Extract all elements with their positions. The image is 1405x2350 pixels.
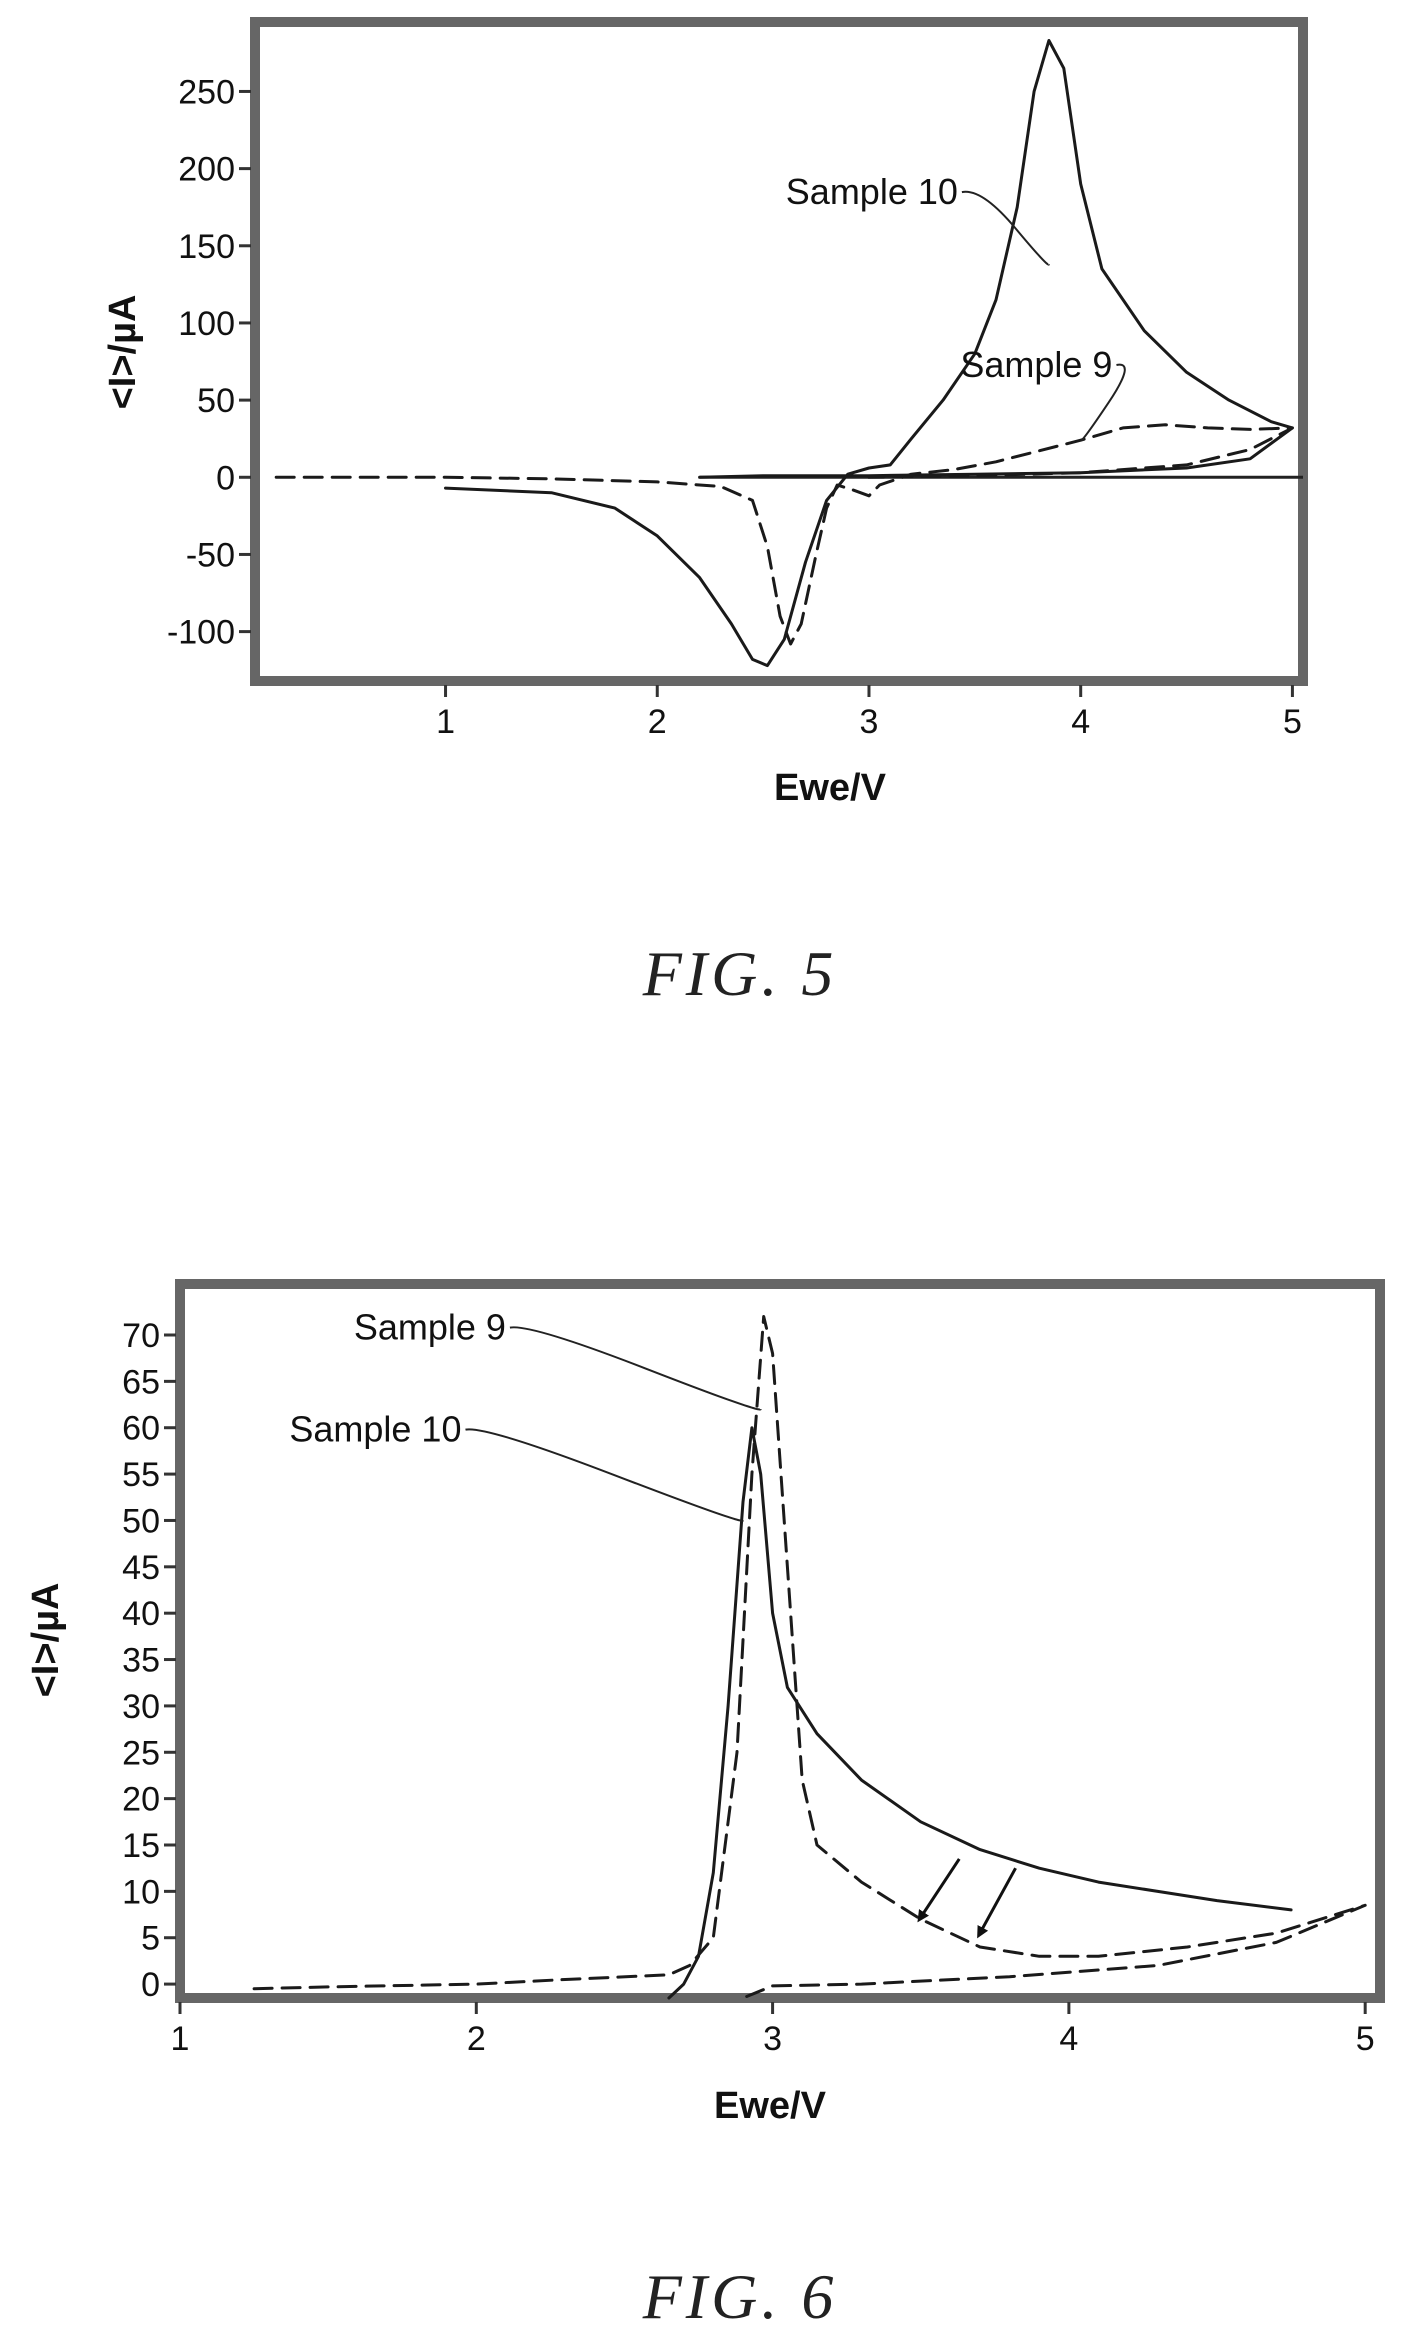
figure-6-x-tick-label: 1 bbox=[171, 2020, 190, 2058]
figure-6-y-tick-label: 5 bbox=[141, 1920, 160, 1958]
figure-6-arrow bbox=[977, 1867, 1017, 1939]
figure-6-y-tick-label: 30 bbox=[122, 1688, 160, 1726]
figure-6-annotation-sample-10: Sample 10 bbox=[289, 1409, 461, 1450]
figure-5-series-sample-10-line bbox=[444, 39, 1294, 668]
figure-6-y-tick-label: 40 bbox=[122, 1595, 160, 1633]
figure-6-x-axis-label: Ewe/V bbox=[714, 2085, 827, 2127]
figure-5-y-axis-label: <I>/µA bbox=[102, 295, 144, 410]
figure-6-y-tick-label: 70 bbox=[122, 1317, 160, 1355]
figure-6-x-tick-label: 5 bbox=[1356, 2020, 1375, 2058]
figure-6-y-axis-label: <I>/µA bbox=[25, 1583, 67, 1698]
figure-5-y-tick-label: 50 bbox=[197, 382, 235, 420]
figure-5-annotation-sample-9: Sample 9 bbox=[960, 344, 1112, 385]
figure-5-annotation-sample-10: Sample 10 bbox=[786, 171, 958, 212]
figure-6-y-tick-label: 60 bbox=[122, 1410, 160, 1448]
figure-6-y-tick-label: 20 bbox=[122, 1781, 160, 1819]
figure-5-y-tick-label: -100 bbox=[167, 614, 235, 652]
figure-5-x-tick-label: 1 bbox=[436, 703, 455, 741]
figure-5-caption: FIG. 5 bbox=[642, 938, 838, 1009]
figure-6-y-tick-label: 65 bbox=[122, 1363, 160, 1401]
figure-6-x-tick-label: 4 bbox=[1059, 2020, 1078, 2058]
figure-5-y-tick-label: 0 bbox=[216, 459, 235, 497]
figure-5-x-tick-label: 3 bbox=[860, 703, 879, 741]
figure-6-series-sample-10-line bbox=[667, 1426, 1293, 2000]
figure-6-x-tick-label: 3 bbox=[763, 2020, 782, 2058]
figure-5-y-tick-label: -50 bbox=[186, 536, 235, 574]
figure-6-y-tick-label: 50 bbox=[122, 1502, 160, 1540]
figure-5-annotation-leader bbox=[961, 190, 1050, 266]
figure-5-x-axis-label: Ewe/V bbox=[774, 767, 887, 809]
figure-5-chart: Sample 10 Sample 9 1 2 3 4 5 -100 -50 0 50 100 150 2… bbox=[102, 17, 1308, 1009]
figure-6-y-tick-label: 55 bbox=[122, 1456, 160, 1494]
figure-6-arrow bbox=[917, 1858, 961, 1923]
figure-6-y-tick-label: 45 bbox=[122, 1549, 160, 1587]
figure-6-y-tick-label: 35 bbox=[122, 1642, 160, 1680]
figure-5-series-sample-9-line bbox=[274, 423, 1294, 646]
figure-6-y-tick-label: 0 bbox=[141, 1966, 160, 2004]
figure-6-annotation-leader bbox=[509, 1326, 762, 1411]
figure-6-plot-frame bbox=[175, 1279, 1385, 2003]
figure-5-y-tick-label: 250 bbox=[178, 73, 235, 111]
figure-6-series-sample-9-line bbox=[252, 1315, 1367, 2000]
figure-6-annotation-sample-9: Sample 9 bbox=[354, 1307, 506, 1348]
figure-5-x-tick-label: 2 bbox=[648, 703, 667, 741]
figure-5-x-tick-label: 5 bbox=[1283, 703, 1302, 741]
figure-6-y-tick-label: 15 bbox=[122, 1827, 160, 1865]
figure-5-x-tick-label: 4 bbox=[1071, 703, 1090, 741]
figure-5-y-tick-label: 200 bbox=[178, 151, 235, 189]
figure-6-annotation-leader bbox=[465, 1428, 744, 1522]
figure-5-y-tick-label: 150 bbox=[178, 228, 235, 266]
figure-5-annotation-leader bbox=[1079, 363, 1126, 442]
figure-6-caption: FIG. 6 bbox=[642, 2261, 838, 2332]
figure-6-x-tick-label: 2 bbox=[467, 2020, 486, 2058]
figure-6-y-tick-label: 10 bbox=[122, 1873, 160, 1911]
figure-5-plot-frame bbox=[250, 17, 1308, 686]
figure-5-y-tick-label: 100 bbox=[178, 305, 235, 343]
figure-6-y-tick-label: 25 bbox=[122, 1734, 160, 1772]
